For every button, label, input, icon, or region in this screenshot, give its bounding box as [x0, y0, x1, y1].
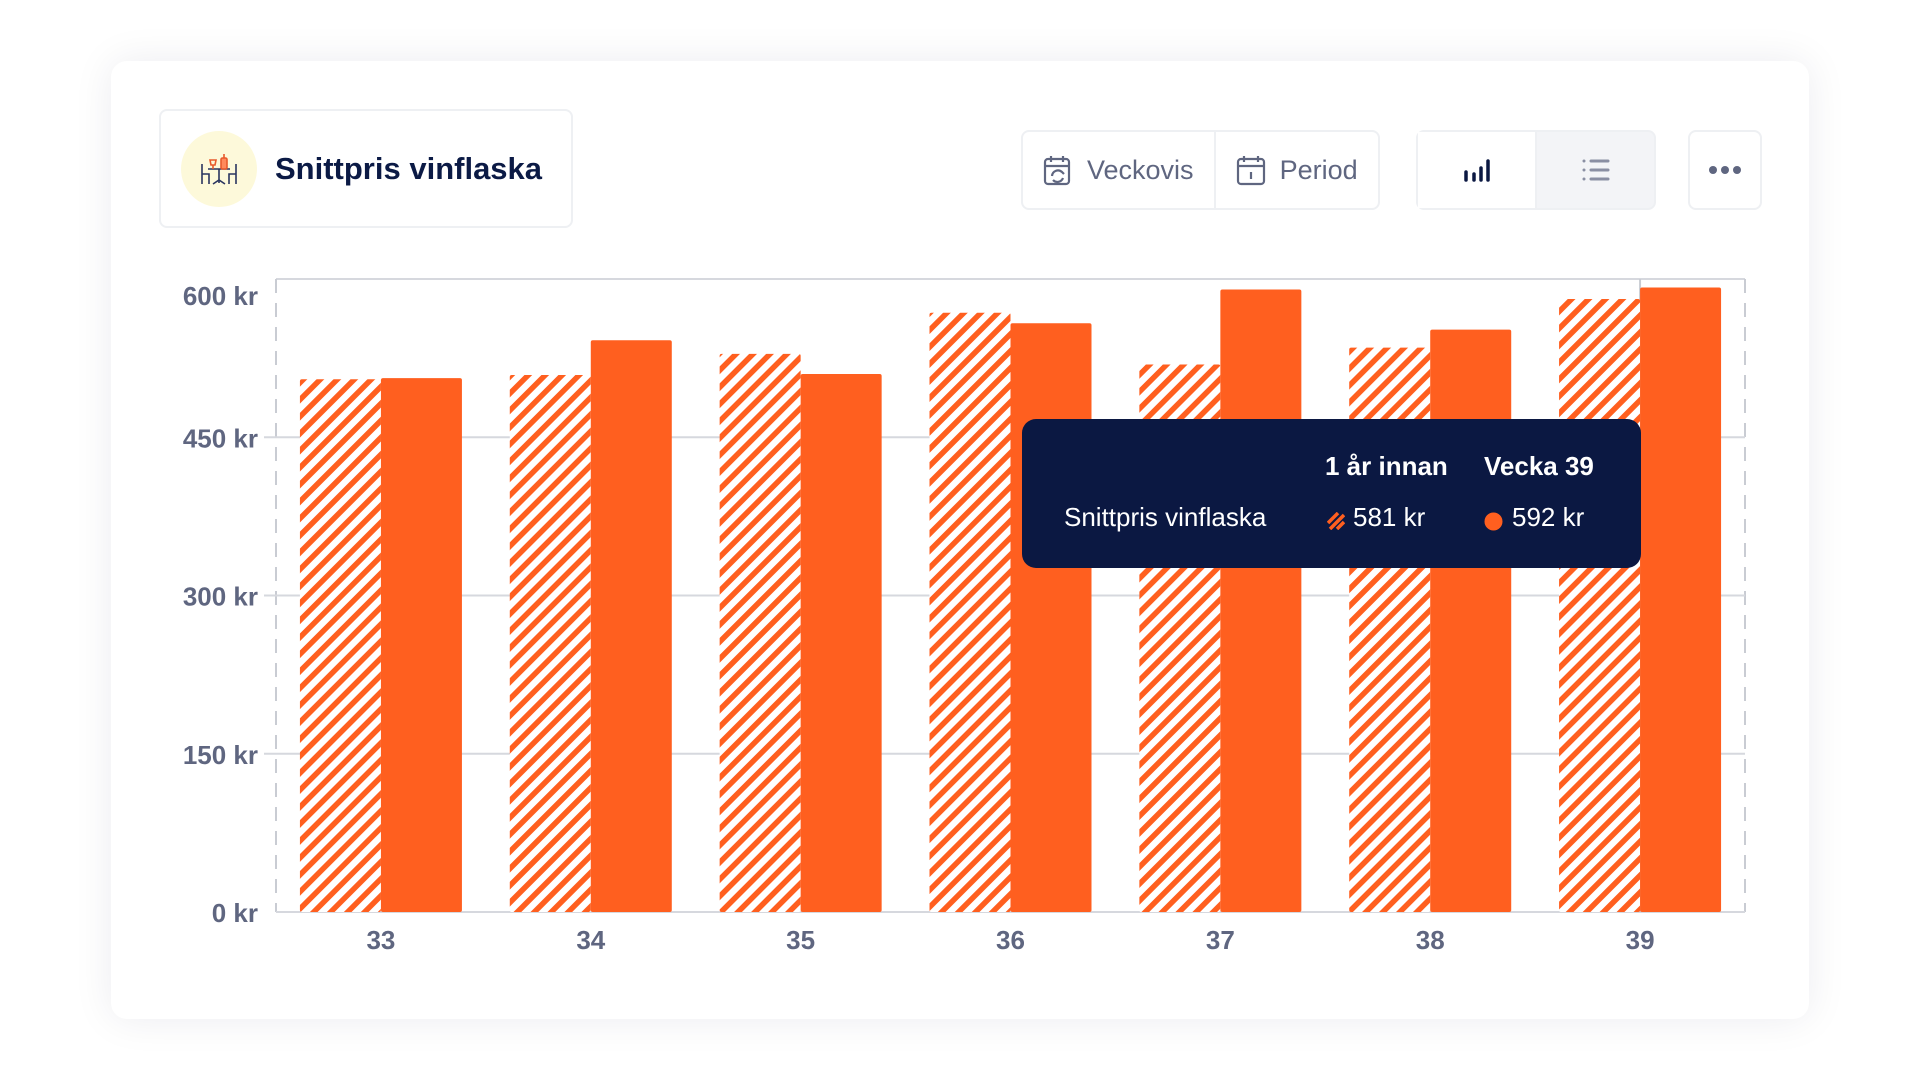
- bar-group-week-38: [1349, 329, 1512, 912]
- x-tick-label: 38: [1416, 925, 1445, 955]
- x-tick-label: 36: [996, 925, 1025, 955]
- list-icon: [1582, 159, 1609, 181]
- bar-group-week-33: [299, 378, 462, 913]
- x-tick-label: 37: [1206, 925, 1235, 955]
- bar-current: [380, 378, 462, 912]
- more-options-button[interactable]: [1688, 130, 1762, 210]
- bar-prev-year: [1559, 299, 1641, 912]
- tooltip-col-current: Vecka 39: [1484, 451, 1594, 481]
- time-mode-toggle: Veckovis Period: [1021, 130, 1380, 210]
- period-label: Period: [1279, 154, 1358, 185]
- period-button[interactable]: Period: [1213, 132, 1378, 208]
- tooltip-col-prev: 1 år innan: [1325, 451, 1448, 481]
- tooltip-prev-value: 581 kr: [1353, 502, 1426, 532]
- y-tick-label: 600 kr: [183, 281, 258, 311]
- weekly-button[interactable]: Veckovis: [1023, 132, 1214, 208]
- chart-title-box: Snittpris vinflaska: [159, 109, 573, 228]
- calendar-repeat-icon: [1043, 156, 1071, 186]
- bar-current: [1010, 323, 1092, 912]
- tooltip-current-value: 592 kr: [1512, 502, 1585, 532]
- bar-chart-icon: [1463, 159, 1490, 182]
- y-tick-label: 150 kr: [183, 740, 258, 770]
- bar-current: [590, 340, 672, 912]
- hatched-legend-icon: [1327, 512, 1345, 530]
- x-tick-label: 35: [786, 925, 815, 955]
- chart-tooltip: 1 år innan Vecka 39 Snittpris vinflaska …: [1022, 419, 1641, 568]
- calendar-icon: [1236, 156, 1265, 186]
- bar-group-week-35: [719, 353, 882, 912]
- bar-group-week-34: [509, 340, 672, 912]
- x-tick-label: 34: [576, 925, 605, 955]
- y-tick-label: 450 kr: [183, 423, 258, 453]
- tooltip-row-label: Snittpris vinflaska: [1064, 502, 1267, 532]
- solid-legend-dot-icon: [1484, 512, 1503, 531]
- bar-current: [1430, 329, 1512, 912]
- y-tick-label: 0 kr: [212, 898, 258, 928]
- bar-prev-year: [719, 353, 801, 912]
- bar-current: [800, 373, 882, 912]
- bar-group-week-36: [929, 312, 1092, 912]
- restaurant-table-wine-icon: [181, 130, 257, 207]
- bar-group-week-37: [1139, 289, 1302, 913]
- weekly-label: Veckovis: [1087, 154, 1194, 185]
- bar-group-week-39: [1559, 287, 1722, 912]
- more-horizontal-icon: [1709, 166, 1741, 174]
- chart-view-button[interactable]: [1418, 132, 1535, 208]
- bar-current: [1640, 287, 1722, 912]
- view-toggle: [1416, 130, 1656, 210]
- bar-prev-year: [929, 312, 1011, 912]
- bar-prev-year: [299, 379, 381, 913]
- x-tick-label: 33: [366, 925, 395, 955]
- x-tick-label: 39: [1626, 925, 1655, 955]
- bar-current: [1220, 289, 1302, 912]
- y-tick-label: 300 kr: [183, 582, 258, 612]
- list-view-button[interactable]: [1535, 132, 1654, 208]
- bar-prev-year: [509, 375, 591, 912]
- chart-title: Snittpris vinflaska: [275, 150, 543, 186]
